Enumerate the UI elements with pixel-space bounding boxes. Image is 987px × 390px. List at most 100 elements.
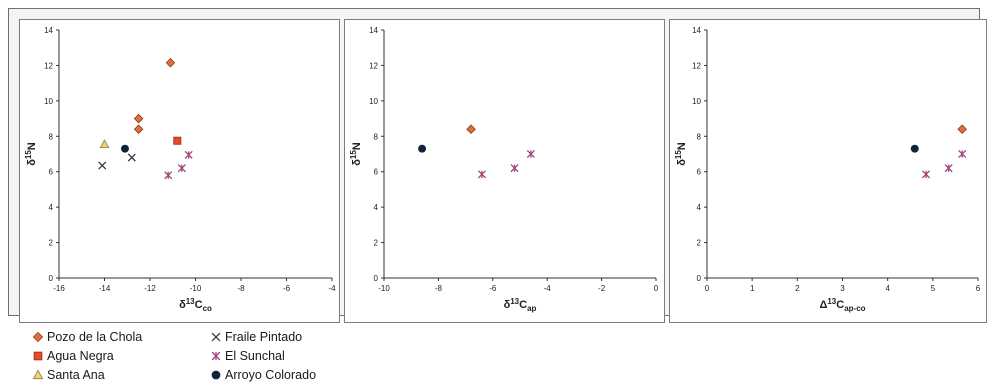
triangle-icon <box>32 369 44 380</box>
x-tick-label: -4 <box>328 284 336 293</box>
y-tick-label: 14 <box>692 26 701 35</box>
series-fraile-pintado <box>98 153 136 170</box>
y-tick-label: 4 <box>374 203 379 212</box>
axes-lines <box>706 30 978 279</box>
y-tick-label: 4 <box>697 203 702 212</box>
diamond-marker <box>957 124 967 134</box>
x-tick-label: 3 <box>840 284 845 293</box>
y-tick-label: 12 <box>369 61 378 70</box>
x-icon <box>211 332 221 342</box>
panel-d13c-apatite: 0 2 4 6 8 10 12 14 -10 -8 -6 -4 -2 0 δ13Cap δ15N <box>344 19 665 323</box>
y-tick-label: 8 <box>374 132 379 141</box>
circle-icon <box>211 370 221 380</box>
x-tick-label: -2 <box>598 284 606 293</box>
series-el-sunchal <box>477 149 535 179</box>
y-tick-label: 8 <box>697 132 702 141</box>
panel-d13c-collagen: 0 2 4 6 8 10 12 14 -16 -14 -12 -10 -8 -6 -4 δ13Cco δ15N <box>19 19 340 323</box>
scatter-plot: 0 2 4 6 8 10 12 14 -10 -8 -6 -4 -2 0 δ13Cap δ15N <box>349 26 659 313</box>
asterisk-marker <box>211 351 221 361</box>
series-arroyo-colorado <box>120 144 129 153</box>
y-tick-label: 4 <box>49 203 54 212</box>
legend-label: El Sunchal <box>225 349 285 363</box>
x-tick-label: 6 <box>976 284 981 293</box>
legend-label: Arroyo Colorado <box>225 368 317 382</box>
x-marker <box>98 161 107 170</box>
asterisk-marker <box>922 170 931 179</box>
x-marker <box>127 153 136 162</box>
x-tick-label: -8 <box>237 284 245 293</box>
diamond-marker <box>466 124 476 134</box>
diamond-marker <box>133 113 144 124</box>
asterisk-marker <box>177 164 186 173</box>
axes-lines <box>383 30 656 279</box>
scatter-plot: 0 2 4 6 8 10 12 14 -16 -14 -12 -10 -8 -6 -4 δ13Cco δ15N <box>24 26 336 313</box>
x-tick-label: -10 <box>190 284 202 293</box>
series-el-sunchal <box>922 149 967 179</box>
diamond-marker <box>133 124 144 134</box>
series-pozo-de-la-chola <box>133 58 176 134</box>
y-axis-title: δ15N <box>674 142 688 166</box>
square-icon <box>33 351 43 361</box>
x-tick-label: -14 <box>99 284 111 293</box>
y-tick-label: 14 <box>369 26 378 35</box>
triangle-marker <box>32 369 44 380</box>
x-tick-label: 1 <box>750 284 755 293</box>
y-tick-label: 12 <box>44 61 53 70</box>
asterisk-marker <box>944 164 953 173</box>
y-axis-title: δ15N <box>349 142 363 166</box>
x-tick-label: 2 <box>795 284 800 293</box>
series-santa-ana <box>99 139 110 149</box>
x-axis-title: Δ13Cap-co <box>819 297 865 313</box>
x-tick-label: 0 <box>654 284 659 293</box>
asterisk-marker <box>526 149 535 159</box>
y-tick-label: 2 <box>697 239 702 248</box>
x-tick-label: -6 <box>283 284 291 293</box>
y-axis-title: δ15N <box>24 142 38 166</box>
y-tick-label: 14 <box>44 26 53 35</box>
y-tick-label: 0 <box>49 274 54 283</box>
asterisk-marker <box>958 149 967 159</box>
x-tick-label: -8 <box>435 284 443 293</box>
series-agua-negra <box>173 136 182 145</box>
y-tick-label: 6 <box>374 168 379 177</box>
square-marker <box>173 136 182 145</box>
figure-frame: 0 2 4 6 8 10 12 14 -16 -14 -12 -10 -8 -6 -4 δ13Cco δ15N … <box>8 8 987 323</box>
triangle-marker <box>99 139 110 149</box>
series-pozo-de-la-chola <box>466 124 476 134</box>
y-tick-label: 10 <box>44 97 53 106</box>
diamond-icon <box>32 331 44 343</box>
x-tick-label: -12 <box>144 284 156 293</box>
x-tick-label: -16 <box>53 284 65 293</box>
x-tick-label: -6 <box>489 284 497 293</box>
x-tick-label: 4 <box>885 284 890 293</box>
legend: Pozo de la Chola Agua Negra Santa Ana Frail… <box>32 330 412 386</box>
circle-marker <box>418 144 427 153</box>
x-tick-label: 0 <box>705 284 710 293</box>
x-tick-label: -4 <box>544 284 552 293</box>
x-tick-label: 5 <box>931 284 936 293</box>
series-arroyo-colorado <box>910 144 919 153</box>
square-marker <box>33 351 43 361</box>
y-tick-label: 10 <box>369 97 378 106</box>
series-pozo-de-la-chola <box>957 124 967 134</box>
y-tick-label: 2 <box>49 239 54 248</box>
asterisk-marker <box>164 171 173 180</box>
x-axis-title: δ13Cco <box>179 297 212 313</box>
circle-marker <box>910 144 919 153</box>
y-tick-label: 12 <box>692 61 701 70</box>
y-tick-label: 2 <box>374 239 379 248</box>
y-tick-label: 0 <box>374 274 379 283</box>
series-el-sunchal <box>164 150 193 180</box>
legend-label: Pozo de la Chola <box>47 330 143 344</box>
circle-marker <box>120 144 129 153</box>
y-tick-label: 6 <box>697 168 702 177</box>
x-axis-title: δ13Cap <box>504 297 537 313</box>
legend-label: Agua Negra <box>47 349 114 363</box>
axes-lines <box>58 30 332 279</box>
diamond-marker <box>32 331 44 343</box>
y-tick-label: 0 <box>697 274 702 283</box>
legend-label: Fraile Pintado <box>225 330 303 344</box>
asterisk-marker <box>510 164 519 173</box>
